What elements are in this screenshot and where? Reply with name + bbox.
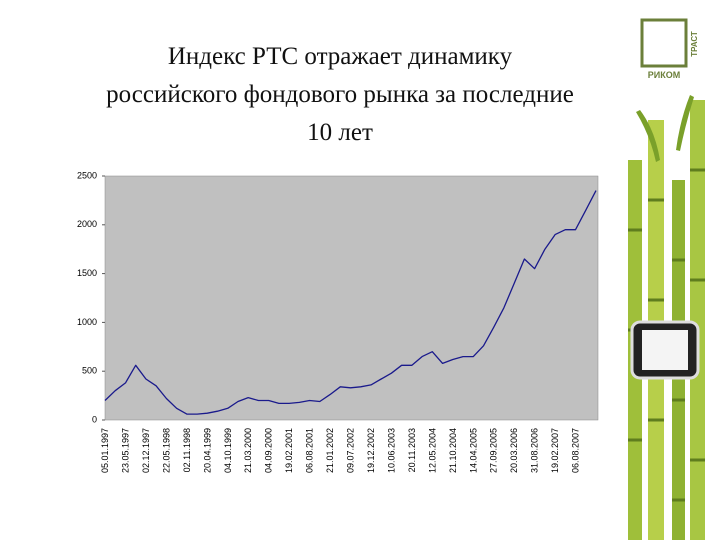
x-tick-label: 10.06.2003 (386, 428, 396, 473)
x-tick-label: 23.05.1997 (120, 428, 130, 473)
x-tick-label: 19.12.2002 (366, 428, 376, 473)
x-tick-label: 04.10.1999 (223, 428, 233, 473)
y-tick-label: 2000 (77, 219, 97, 229)
x-tick-label: 21.01.2002 (325, 428, 335, 473)
x-tick-label: 31.08.2006 (530, 428, 540, 473)
x-tick-label: 04.09.2000 (264, 428, 274, 473)
plot-area (104, 175, 599, 421)
logo-text: ТРАСТ (690, 31, 699, 57)
x-tick-label: 22.05.1998 (161, 428, 171, 473)
x-tick-label: 14.04.2005 (468, 428, 478, 473)
logo-text: РИКОМ (648, 70, 680, 80)
x-tick-label: 20.03.2006 (509, 428, 519, 473)
x-tick-label: 12.05.2004 (427, 428, 437, 473)
x-tick-label: 05.01.1997 (100, 428, 110, 473)
x-tick-label: 21.10.2004 (448, 428, 458, 473)
chart-title: Индекс РТС отражает динамику российского… (106, 43, 574, 146)
x-tick-label: 20.04.1999 (202, 428, 212, 473)
index-line (104, 190, 597, 415)
logo: РИКОМ ТРАСТ (640, 18, 699, 80)
y-tick-label: 0 (92, 414, 97, 424)
y-tick-label: 500 (82, 366, 97, 376)
x-tick-label: 06.08.2001 (305, 428, 315, 473)
x-tick-label: 02.11.1998 (182, 428, 192, 472)
x-tick-label: 19.02.2001 (284, 428, 294, 473)
x-tick-label: 06.08.2007 (571, 428, 581, 473)
x-tick-label: 09.07.2002 (346, 428, 356, 473)
y-tick-label: 1000 (77, 317, 97, 327)
x-tick-label: 19.02.2007 (550, 428, 560, 473)
x-tick-label: 27.09.2005 (489, 428, 499, 473)
bamboo-decoration (628, 95, 705, 540)
x-tick-label: 20.11.2003 (407, 428, 417, 472)
x-tick-label: 02.12.1997 (141, 428, 151, 473)
y-tick-label: 2500 (77, 170, 97, 180)
y-tick-label: 1500 (77, 268, 97, 278)
x-tick-label: 21.03.2000 (243, 428, 253, 473)
